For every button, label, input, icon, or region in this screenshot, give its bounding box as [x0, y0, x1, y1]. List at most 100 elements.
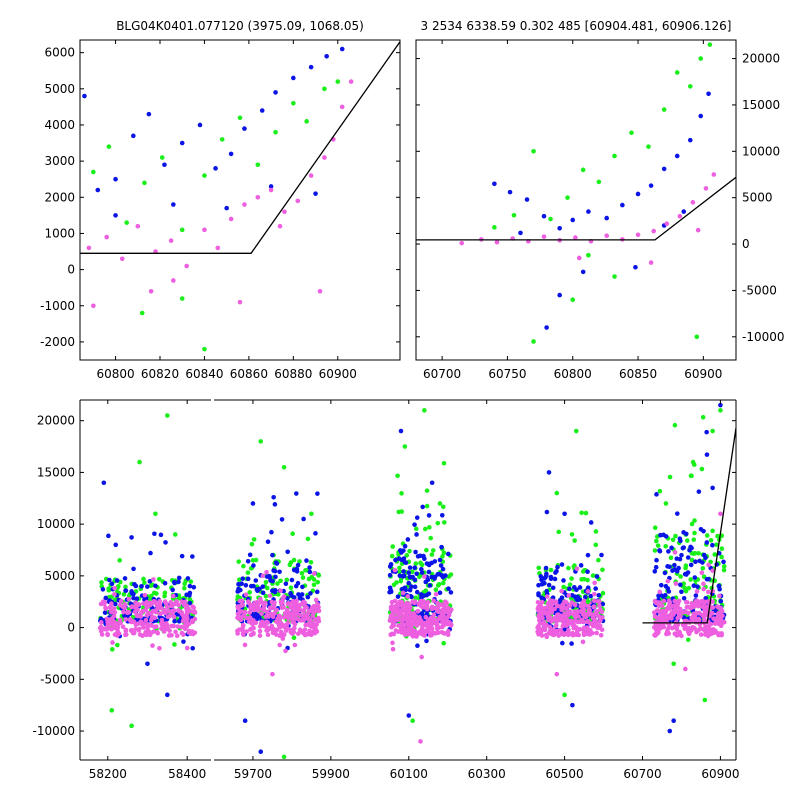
- data-point-blue: [663, 583, 669, 589]
- data-point-magenta: [564, 621, 570, 626]
- data-point-magenta: [701, 581, 706, 587]
- data-point-magenta: [151, 577, 156, 582]
- data-point-blue: [667, 564, 672, 570]
- data-point-blue: [696, 489, 702, 494]
- data-point-magenta: [410, 599, 415, 605]
- data-point-blue: [313, 531, 318, 536]
- data-point-magenta: [598, 618, 603, 624]
- data-point-green: [263, 593, 269, 599]
- data-point-green: [109, 708, 115, 713]
- data-point-blue: [555, 564, 560, 570]
- data-point-blue: [158, 532, 164, 538]
- data-point-magenta: [142, 592, 148, 598]
- data-point-magenta: [257, 628, 263, 634]
- data-point-magenta: [552, 615, 558, 621]
- data-point-magenta: [151, 629, 156, 634]
- data-point-magenta: [535, 599, 541, 605]
- data-point-magenta: [99, 632, 105, 637]
- y-tick-label: 20000: [37, 414, 75, 428]
- data-point-magenta: [108, 626, 114, 632]
- y-tick-label: 0: [67, 263, 75, 277]
- data-point-green: [678, 574, 683, 579]
- data-point-magenta: [202, 227, 207, 233]
- data-point-blue: [184, 592, 189, 598]
- data-point-green: [688, 473, 694, 479]
- data-point-green: [667, 474, 673, 480]
- data-point-magenta: [535, 625, 540, 630]
- data-point-green: [663, 501, 669, 506]
- data-point-magenta: [692, 626, 697, 631]
- data-point-magenta: [105, 620, 111, 625]
- data-point-blue: [710, 542, 715, 548]
- data-point-blue: [654, 557, 659, 563]
- data-point-green: [250, 558, 256, 563]
- data-point-blue: [131, 133, 136, 139]
- data-point-magenta: [281, 594, 287, 599]
- data-point-magenta: [675, 615, 681, 621]
- data-point-blue: [580, 269, 586, 275]
- data-point-blue: [432, 574, 438, 580]
- data-point-blue: [721, 559, 726, 565]
- data-point-magenta: [235, 615, 240, 621]
- data-point-magenta: [121, 609, 126, 615]
- data-point-blue: [538, 574, 544, 579]
- data-point-magenta: [312, 625, 317, 631]
- data-point-magenta: [402, 608, 407, 613]
- data-point-magenta: [692, 602, 697, 608]
- data-point-blue: [439, 544, 444, 550]
- data-point-magenta: [594, 630, 599, 636]
- data-point-green: [417, 574, 422, 580]
- data-point-blue: [543, 573, 549, 579]
- data-point-blue: [285, 549, 290, 555]
- data-point-green: [275, 581, 280, 586]
- data-point-magenta: [426, 624, 431, 629]
- data-point-magenta: [144, 621, 150, 627]
- data-point-blue: [671, 718, 676, 723]
- data-point-magenta: [599, 627, 605, 633]
- data-point-magenta: [120, 624, 126, 630]
- data-point-blue: [393, 557, 398, 563]
- data-point-blue: [296, 592, 301, 597]
- data-point-blue: [656, 593, 661, 599]
- title-left: BLG04K0401.077120 (3975.09, 1068.05): [116, 19, 364, 33]
- data-point-blue: [407, 587, 413, 593]
- data-point-magenta: [111, 618, 116, 624]
- data-point-blue: [633, 264, 638, 270]
- data-point-magenta: [445, 628, 451, 634]
- data-point-magenta: [181, 618, 186, 624]
- data-point-blue: [308, 591, 313, 596]
- model-line: [416, 176, 736, 241]
- data-point-blue: [552, 576, 558, 582]
- data-point-green: [291, 635, 297, 640]
- x-tick-label: 60500: [546, 767, 584, 781]
- data-point-magenta: [720, 613, 725, 619]
- data-point-magenta: [711, 172, 717, 177]
- data-point-green: [684, 538, 690, 543]
- data-point-green: [422, 408, 427, 413]
- data-point-magenta: [585, 589, 591, 594]
- data-point-magenta: [261, 607, 267, 613]
- data-point-blue: [243, 583, 249, 588]
- data-point-magenta: [604, 233, 609, 239]
- data-point-magenta: [675, 604, 680, 610]
- data-point-magenta: [312, 604, 318, 610]
- data-point-green: [410, 718, 415, 723]
- data-point-blue: [245, 558, 251, 564]
- data-point-green: [692, 530, 697, 536]
- data-point-magenta: [428, 615, 434, 621]
- data-point-green: [572, 538, 577, 543]
- data-point-magenta: [155, 605, 161, 610]
- data-point-magenta: [162, 599, 168, 604]
- data-point-magenta: [562, 599, 567, 605]
- x-tick-label: 60750: [488, 367, 526, 381]
- data-point-green: [335, 79, 341, 84]
- data-point-blue: [426, 513, 432, 518]
- data-point-magenta: [286, 601, 291, 606]
- data-point-blue: [420, 504, 425, 510]
- data-point-magenta: [563, 605, 568, 611]
- data-point-blue: [190, 554, 195, 559]
- data-point-green: [663, 543, 669, 549]
- data-point-magenta: [313, 597, 319, 603]
- data-point-blue: [387, 572, 393, 578]
- data-point-green: [612, 153, 617, 159]
